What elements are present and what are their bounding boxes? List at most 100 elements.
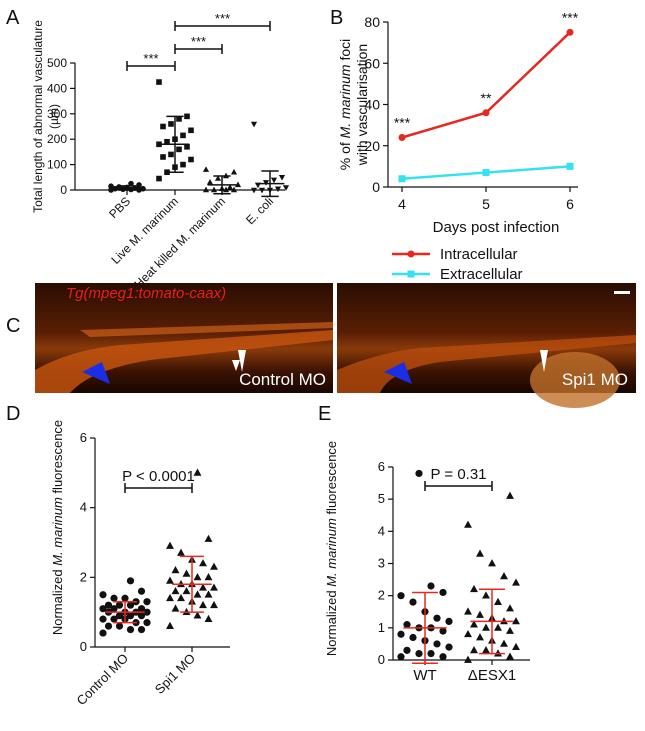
point <box>445 643 453 651</box>
fish-tissue <box>35 330 333 393</box>
significance-label: *** <box>215 11 230 26</box>
point <box>140 185 146 192</box>
x-tick-label: 4 <box>398 196 406 212</box>
point <box>99 615 107 623</box>
point <box>250 187 258 194</box>
point <box>166 576 174 584</box>
point <box>156 175 162 182</box>
significance-bracket <box>174 21 271 31</box>
point <box>99 629 107 637</box>
point <box>282 185 290 191</box>
point <box>464 607 472 615</box>
y-tick-label: 0 <box>372 179 380 195</box>
y-tick-label: 100 <box>47 158 67 172</box>
point <box>464 629 472 638</box>
point <box>104 601 113 609</box>
significance-label: P = 0.31 <box>430 466 486 483</box>
significance-label: *** <box>143 51 158 66</box>
point <box>166 621 174 629</box>
point <box>270 177 278 184</box>
y-tick-label: 0 <box>80 639 87 654</box>
point <box>476 549 484 557</box>
y-tick-label: 2 <box>80 569 87 584</box>
legend-label: Intracellular <box>440 246 518 263</box>
point <box>137 625 146 634</box>
point <box>199 583 207 591</box>
y-tick-label: 4 <box>378 523 385 538</box>
point <box>409 598 417 606</box>
point <box>182 569 191 577</box>
fish-tissue <box>337 335 636 393</box>
point <box>126 625 135 634</box>
point <box>171 566 180 574</box>
y-axis-label: with vascularisation <box>354 44 370 166</box>
significance-label: ** <box>481 90 492 106</box>
image-panel: Tg(mpeg1:tomato-caax) Control MO Spi1 MO <box>35 283 636 408</box>
point <box>433 640 441 648</box>
y-tick-label: 80 <box>364 14 380 30</box>
point <box>210 562 218 570</box>
point <box>226 184 234 190</box>
point <box>182 586 191 595</box>
point <box>184 113 190 120</box>
point <box>177 548 185 556</box>
x-tick-label: 6 <box>566 196 574 212</box>
point <box>206 179 214 185</box>
point <box>116 184 122 190</box>
point <box>180 161 186 168</box>
arrowhead <box>540 350 548 372</box>
point <box>115 601 124 609</box>
point <box>258 187 266 194</box>
point <box>110 605 118 613</box>
significance-label: *** <box>562 9 579 25</box>
point <box>566 28 574 36</box>
legend-marker <box>407 270 415 278</box>
point <box>470 646 478 654</box>
arrowhead <box>384 362 412 384</box>
point <box>427 649 435 658</box>
point <box>482 591 490 599</box>
arrowhead <box>238 350 246 372</box>
point <box>214 175 222 181</box>
y-axis-label: Total length of abnormal vasculature <box>31 20 45 213</box>
point <box>512 642 520 651</box>
y-tick-label: 0 <box>60 183 67 197</box>
point <box>160 154 166 160</box>
point <box>482 169 490 177</box>
y-axis-label: % of M. marinum foci <box>337 39 353 171</box>
point <box>99 591 107 599</box>
point <box>488 559 496 567</box>
point <box>128 180 134 187</box>
point <box>166 593 174 602</box>
y-tick-label: 500 <box>47 56 67 70</box>
point <box>210 600 218 609</box>
point <box>482 623 490 631</box>
point <box>506 604 514 612</box>
point <box>464 655 472 663</box>
label-part: Normalized <box>324 587 339 656</box>
point <box>199 600 207 609</box>
significance-bracket <box>126 61 176 71</box>
image-label: Control MO <box>239 370 326 389</box>
y-tick-label: 200 <box>47 132 67 146</box>
point <box>274 186 282 193</box>
point <box>204 534 213 542</box>
fish-vessel <box>80 322 333 337</box>
y-tick-label: 5 <box>378 491 385 506</box>
point <box>110 615 118 623</box>
point <box>506 491 514 499</box>
point <box>482 646 490 654</box>
point <box>204 573 213 581</box>
point <box>230 168 238 175</box>
point <box>110 594 118 602</box>
point <box>193 590 202 598</box>
x-tick-label: ΔESX1 <box>468 667 516 684</box>
point <box>126 612 135 620</box>
point <box>439 627 447 635</box>
point <box>470 620 478 628</box>
point <box>500 572 508 580</box>
x-tick-label: PBS <box>106 194 133 221</box>
point <box>210 186 218 193</box>
point <box>494 597 502 605</box>
